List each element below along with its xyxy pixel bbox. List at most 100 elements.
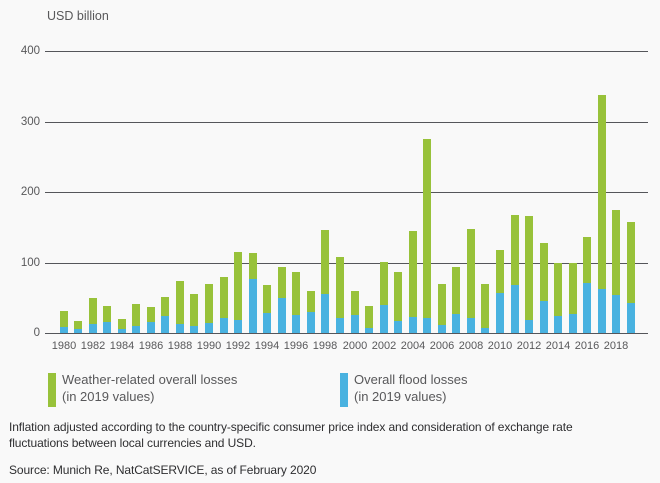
flood-losses-segment-1994 [263, 313, 271, 333]
bar-group-2001 [365, 0, 373, 333]
flood-losses-segment-1997 [307, 312, 315, 333]
weather-losses-segment-1980 [60, 311, 68, 333]
y-tick-label-400: 400 [20, 45, 40, 57]
bar-group-1995 [278, 0, 286, 333]
plot-area: 0 100 200 300 400 1980 1982 1984 1986 1988 1990 199… [20, 0, 648, 352]
weather-losses-segment-2007 [452, 267, 460, 333]
y-tick-label-100: 100 [20, 257, 40, 269]
bar-group-1983 [103, 0, 111, 333]
flood-losses-segment-2014 [554, 316, 562, 333]
x-tick-label-1990: 1990 [196, 340, 222, 352]
bar-group-1986 [147, 0, 155, 333]
x-tick-label-1982: 1982 [80, 340, 106, 352]
flood-losses-segment-1989 [190, 326, 198, 333]
legend-label-flood-line2: (in 2019 values) [354, 389, 447, 404]
x-tick-label-2006: 2006 [429, 340, 455, 352]
weather-losses-segment-2012 [525, 216, 533, 333]
bar-group-2000 [351, 0, 359, 333]
flood-losses-segment-1985 [132, 326, 140, 333]
bar-group-2017 [598, 0, 606, 333]
weather-losses-segment-1983 [103, 306, 111, 333]
bar-group-2003 [394, 0, 402, 333]
x-tick-label-1980: 1980 [51, 340, 77, 352]
flood-losses-segment-2010 [496, 293, 504, 333]
bar-group-2008 [467, 0, 475, 333]
gridline-100 [45, 263, 648, 264]
weather-losses-segment-1984 [118, 319, 126, 333]
legend-label-weather-line1: Weather-related overall losses [62, 372, 238, 387]
flood-losses-segment-2015 [569, 314, 577, 333]
weather-losses-segment-2011 [511, 215, 519, 333]
flood-losses-segment-2002 [380, 305, 388, 333]
x-tick-label-2008: 2008 [458, 340, 484, 352]
weather-losses-segment-1998 [321, 230, 329, 333]
flood-losses-segment-2008 [467, 318, 475, 333]
flood-losses-segment-1999 [336, 318, 344, 333]
bar-group-2006 [438, 0, 446, 333]
legend-label-weather-line2: (in 2019 values) [62, 389, 155, 404]
weather-losses-segment-1981 [74, 321, 82, 333]
gridline-300 [45, 122, 648, 123]
bar-group-1999 [336, 0, 344, 333]
source-line: Source: Munich Re, NatCatSERVICE, as of … [9, 463, 317, 477]
weather-losses-segment-2018 [612, 210, 620, 333]
footnote-line-1: Inflation adjusted according to the coun… [9, 420, 573, 434]
gridline-200 [45, 192, 648, 193]
bar-group-2012 [525, 0, 533, 333]
flood-losses-segment-1987 [161, 316, 169, 333]
bar-group-1988 [176, 0, 184, 333]
weather-losses-segment-2017 [598, 95, 606, 333]
weather-losses-segment-1990 [205, 284, 213, 333]
flood-losses-segment-2012 [525, 320, 533, 333]
weather-losses-segment-1987 [161, 297, 169, 333]
x-tick-label-2000: 2000 [342, 340, 368, 352]
flood-losses-swatch [340, 373, 348, 407]
weather-losses-segment-2013 [540, 243, 548, 333]
flood-losses-segment-2007 [452, 314, 460, 333]
y-axis-unit-label: USD billion [47, 9, 109, 23]
flood-losses-segment-1980 [60, 327, 68, 333]
weather-losses-segment-2014 [554, 263, 562, 333]
flood-losses-segment-2000 [351, 315, 359, 333]
weather-losses-segment-1994 [263, 285, 271, 333]
weather-losses-segment-2010 [496, 250, 504, 333]
flood-losses-segment-1984 [118, 329, 126, 333]
weather-losses-segment-2005 [423, 139, 431, 333]
flood-losses-segment-1993 [249, 279, 257, 333]
flood-losses-segment-2013 [540, 301, 548, 333]
weather-losses-segment-2002 [380, 262, 388, 333]
weather-losses-segment-1988 [176, 281, 184, 333]
weather-losses-segment-1985 [132, 304, 140, 333]
bar-group-1998 [321, 0, 329, 333]
bar-group-2018 [612, 0, 620, 333]
flood-losses-segment-2019 [627, 303, 635, 333]
y-tick-label-0: 0 [33, 327, 40, 339]
bar-group-1980 [60, 0, 68, 333]
bar-group-2011 [511, 0, 519, 333]
flood-losses-segment-2016 [583, 283, 591, 333]
flood-losses-segment-1998 [321, 294, 329, 333]
bar-group-2016 [583, 0, 591, 333]
bar-group-1990 [205, 0, 213, 333]
gridline-400 [45, 51, 648, 52]
flood-losses-segment-2001 [365, 328, 373, 333]
weather-losses-segment-2019 [627, 222, 635, 333]
bar-group-2005 [423, 0, 431, 333]
x-tick-label-2014: 2014 [545, 340, 571, 352]
weather-losses-segment-2004 [409, 231, 417, 333]
flood-losses-segment-1996 [292, 315, 300, 333]
flood-losses-segment-2006 [438, 325, 446, 333]
legend-label-flood-line1: Overall flood losses [354, 372, 468, 387]
bar-group-1984 [118, 0, 126, 333]
bar-group-2002 [380, 0, 388, 333]
weather-losses-segment-1991 [220, 277, 228, 333]
weather-losses-segment-1996 [292, 272, 300, 333]
flood-losses-segment-2005 [423, 318, 431, 333]
weather-losses-swatch [48, 373, 56, 407]
x-tick-label-1998: 1998 [312, 340, 338, 352]
weather-losses-segment-1986 [147, 307, 155, 333]
weather-losses-segment-2006 [438, 284, 446, 333]
x-tick-label-2012: 2012 [516, 340, 542, 352]
flood-losses-segment-2011 [511, 285, 519, 333]
